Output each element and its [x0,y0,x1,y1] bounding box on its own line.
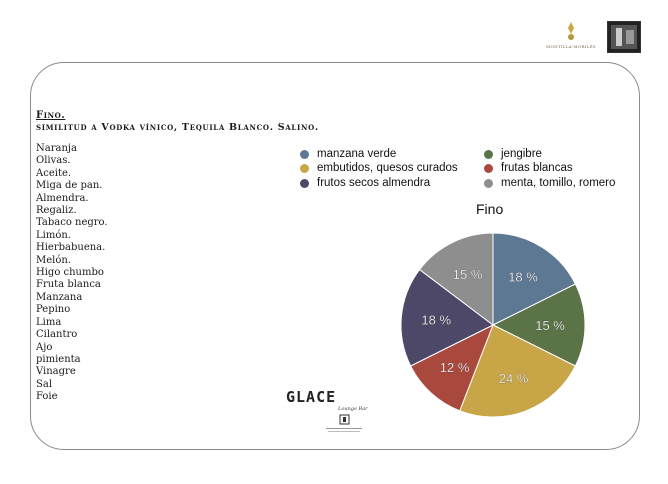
list-item: Tabaco negro. [36,217,108,229]
list-item: Lima [36,316,62,328]
pie-slice-5 [418,232,494,327]
legend-swatch [484,149,493,159]
pie-slice-2 [459,324,577,418]
legend-item-frutas-blancas: frutas blancas [484,162,573,174]
list-item: Limón. [36,229,71,241]
legend-label: frutos secos almendra [317,177,431,189]
pie-slice-4 [400,268,494,367]
brand-logo: MONTILLA-MORILES [540,20,602,58]
list-item: Olivas. [36,155,71,167]
list-item: Ajo [36,341,53,353]
list-item: pimienta [36,353,81,365]
legend-label: menta, tomillo, romero [501,177,616,189]
list-item: Vinagre [36,366,76,378]
photo-image [611,25,637,49]
legend-swatch [484,178,493,188]
tasting-notes-list: Naranja Olivas. Aceite. Miga de pan. Alm… [36,143,108,404]
list-item: Hierbabuena. [36,242,106,254]
list-item: Melón. [36,254,71,266]
legend-swatch [484,163,493,173]
section-title: Fino. [36,110,66,121]
legend-label: embutidos, quesos curados [317,162,458,174]
content-frame [30,62,640,450]
glace-logo-image: GLACE Lounge Bar [286,388,368,432]
chart-title: Fino [476,201,504,217]
legend-item-embutidos: embutidos, quesos curados [300,162,458,174]
list-item: Higo chumbo [36,267,104,279]
pie-slice-0 [492,232,577,326]
list-item: Foie [36,391,58,403]
pie-data-label-5: 15 % [453,267,483,282]
logo-tagline: Lounge Bar [337,406,368,412]
list-item: Sal [36,378,53,390]
pie-data-label-1: 15 % [535,318,565,333]
pie-slice-1 [491,283,586,367]
list-item: Cilantro [36,329,78,341]
legend-label: manzana verde [317,148,397,160]
list-item: Almendra. [36,192,89,204]
list-item: Miga de pan. [36,180,103,192]
legend-swatch [300,163,309,173]
grape-icon [568,22,574,40]
legend-item-jengibre: jengibre [484,148,542,160]
list-item: Manzana [36,291,83,303]
list-item: Naranja [36,143,77,154]
section-subtitle: similitud a Vodka vínico, Tequila Blanco… [36,122,319,133]
legend-swatch [300,178,309,188]
legend-item-manzana-verde: manzana verde [300,148,396,160]
pie-data-label-0: 18 % [508,270,538,285]
list-item: Fruta blanca [36,279,101,291]
pie-data-label-2: 24 % [499,371,529,386]
pie-chart: 18 % 15 % 24 % 12 % 18 % 15 % [400,232,586,418]
pie-slice-3 [409,323,494,412]
header-photo [607,21,641,53]
list-item: Aceite. [36,167,72,179]
legend-item-menta: menta, tomillo, romero [484,177,615,189]
brand-name: MONTILLA-MORILES [546,44,596,49]
list-item: Pepino [36,304,71,316]
list-item: Regaliz. [36,205,77,217]
pie-data-label-4: 18 % [421,313,451,328]
legend-label: jengibre [501,148,542,160]
logo-text: GLACE [286,388,336,406]
legend-item-frutos-secos: frutos secos almendra [300,177,430,189]
glace-logo: GLACE Lounge Bar [282,388,374,436]
legend-label: frutas blancas [501,162,573,174]
legend-swatch [300,149,309,159]
pie-data-label-3: 12 % [440,360,470,375]
